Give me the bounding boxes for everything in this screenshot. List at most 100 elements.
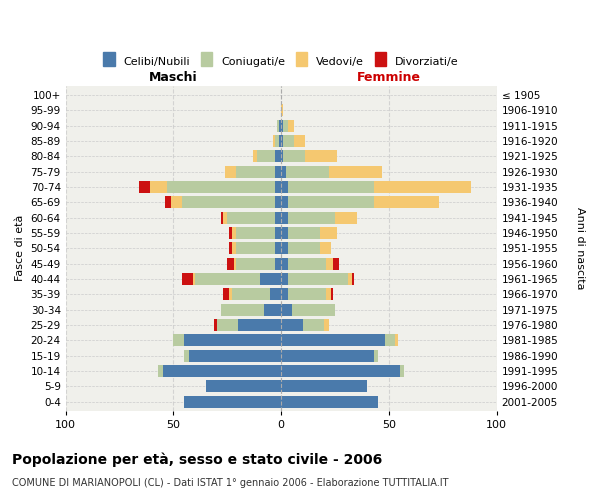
- Bar: [287, 196, 374, 208]
- Bar: [227, 212, 275, 224]
- Bar: [229, 227, 232, 239]
- Bar: [281, 258, 287, 270]
- Bar: [139, 181, 150, 193]
- Bar: [193, 273, 195, 285]
- Bar: [221, 212, 223, 224]
- Bar: [275, 150, 281, 162]
- Bar: [395, 334, 398, 346]
- Bar: [281, 319, 303, 331]
- Bar: [184, 350, 188, 362]
- Bar: [287, 227, 320, 239]
- Bar: [234, 258, 236, 270]
- Bar: [281, 181, 287, 193]
- Bar: [275, 181, 281, 193]
- Bar: [229, 288, 232, 300]
- Bar: [275, 258, 281, 270]
- Bar: [281, 166, 286, 177]
- Bar: [232, 288, 271, 300]
- Bar: [275, 135, 279, 147]
- Bar: [287, 258, 326, 270]
- Bar: [374, 350, 378, 362]
- Bar: [281, 365, 400, 377]
- Bar: [188, 350, 281, 362]
- Bar: [286, 166, 329, 177]
- Bar: [279, 135, 281, 147]
- Bar: [150, 181, 167, 193]
- Bar: [329, 166, 382, 177]
- Bar: [292, 304, 335, 316]
- Bar: [182, 273, 193, 285]
- Bar: [163, 365, 281, 377]
- Bar: [275, 196, 281, 208]
- Bar: [165, 196, 171, 208]
- Bar: [325, 319, 329, 331]
- Bar: [283, 120, 287, 132]
- Text: Maschi: Maschi: [149, 71, 198, 84]
- Legend: Celibi/Nubili, Coniugati/e, Vedovi/e, Divorziati/e: Celibi/Nubili, Coniugati/e, Vedovi/e, Di…: [99, 52, 463, 72]
- Bar: [173, 334, 184, 346]
- Bar: [287, 242, 320, 254]
- Bar: [331, 288, 333, 300]
- Text: Femmine: Femmine: [357, 71, 421, 84]
- Bar: [275, 227, 281, 239]
- Bar: [236, 227, 275, 239]
- Bar: [374, 196, 439, 208]
- Bar: [184, 396, 281, 407]
- Bar: [238, 319, 281, 331]
- Bar: [281, 104, 283, 116]
- Bar: [158, 365, 163, 377]
- Bar: [281, 288, 287, 300]
- Bar: [287, 212, 335, 224]
- Bar: [281, 350, 374, 362]
- Bar: [287, 273, 348, 285]
- Bar: [232, 227, 236, 239]
- Bar: [352, 273, 355, 285]
- Bar: [348, 273, 352, 285]
- Bar: [326, 288, 331, 300]
- Bar: [272, 135, 275, 147]
- Bar: [277, 120, 279, 132]
- Bar: [335, 212, 356, 224]
- Bar: [257, 150, 275, 162]
- Bar: [236, 166, 275, 177]
- Bar: [182, 196, 275, 208]
- Bar: [294, 135, 305, 147]
- Bar: [281, 273, 287, 285]
- Bar: [253, 150, 257, 162]
- Text: COMUNE DI MARIANOPOLI (CL) - Dati ISTAT 1° gennaio 2006 - Elaborazione TUTTITALI: COMUNE DI MARIANOPOLI (CL) - Dati ISTAT …: [12, 478, 449, 488]
- Bar: [385, 334, 395, 346]
- Bar: [400, 365, 404, 377]
- Bar: [279, 120, 281, 132]
- Bar: [287, 288, 326, 300]
- Bar: [217, 319, 238, 331]
- Bar: [214, 319, 217, 331]
- Bar: [195, 273, 260, 285]
- Bar: [374, 181, 471, 193]
- Bar: [275, 166, 281, 177]
- Bar: [223, 212, 227, 224]
- Bar: [281, 150, 283, 162]
- Bar: [225, 166, 236, 177]
- Bar: [171, 196, 182, 208]
- Bar: [281, 135, 283, 147]
- Bar: [229, 242, 232, 254]
- Text: Popolazione per età, sesso e stato civile - 2006: Popolazione per età, sesso e stato civil…: [12, 452, 382, 467]
- Bar: [281, 242, 287, 254]
- Bar: [236, 242, 275, 254]
- Bar: [236, 258, 275, 270]
- Bar: [167, 181, 275, 193]
- Bar: [223, 288, 229, 300]
- Bar: [333, 258, 340, 270]
- Bar: [281, 380, 367, 392]
- Bar: [283, 150, 305, 162]
- Bar: [281, 227, 287, 239]
- Bar: [303, 319, 325, 331]
- Bar: [320, 242, 331, 254]
- Bar: [184, 334, 281, 346]
- Bar: [305, 150, 337, 162]
- Bar: [227, 258, 234, 270]
- Bar: [281, 334, 385, 346]
- Bar: [283, 135, 294, 147]
- Bar: [281, 212, 287, 224]
- Bar: [281, 196, 287, 208]
